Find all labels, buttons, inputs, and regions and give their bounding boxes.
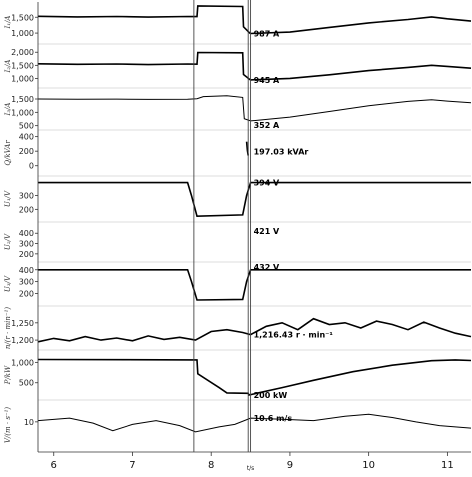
y-tick-label: 1,500	[11, 61, 34, 70]
y-axis-label: U₂/V	[4, 233, 12, 250]
y-tick-label: 400	[19, 266, 34, 275]
event-lines	[193, 0, 252, 452]
annotation-label: 987 A	[254, 29, 280, 38]
y-tick-label: 2,000	[11, 48, 34, 57]
y-tick-label: 500	[19, 379, 34, 388]
y-tick-label: 500	[19, 122, 34, 131]
annotation-label: 394 V	[254, 179, 280, 188]
annotation-label: 197.03 kVAr	[254, 147, 309, 156]
y-tick-label: 1,000	[11, 29, 34, 38]
y-tick-label: 300	[19, 240, 34, 249]
panel-I1: I₁/A 1,500 1,000 987 A	[4, 5, 472, 38]
y-tick-label: 1,200	[11, 336, 34, 345]
y-axis-label: V/(m · s⁻¹)	[4, 407, 12, 444]
panel-U1: U₁/V 300 200 394 V	[4, 175, 471, 218]
panel-I3: I₃/A1,500 1,000 500 352 A	[4, 87, 472, 131]
y-axis-label: U₁/V	[4, 190, 12, 207]
y-tick-label: 1,500	[11, 95, 34, 104]
annotation-label: 432 V	[254, 263, 280, 272]
y-axis-label: I₃/A	[4, 103, 12, 117]
series-line-I1	[37, 5, 472, 35]
y-tick-label: 400	[19, 133, 34, 142]
y-tick-label: 0	[29, 162, 34, 171]
y-axis-label: U₃/V	[4, 275, 12, 292]
panel-P: P/kW1,000 500 200 kW	[4, 349, 472, 400]
y-tick-label: 200	[19, 290, 34, 299]
y-tick-label: 1,000	[11, 74, 34, 83]
y-tick-label: 300	[19, 278, 34, 287]
y-tick-label: 1,250	[11, 319, 34, 328]
y-tick-label: 300	[19, 192, 34, 201]
x-axis: 6 7 8 9 10 11 t/s	[37, 2, 471, 472]
y-tick-label: 1,000	[11, 358, 34, 367]
panel-Q: Q/kVAr 400 200 0 197.03 kVAr	[4, 129, 471, 171]
panel-V: V/(m · s⁻¹) 10 10.6 m/s	[4, 399, 472, 444]
y-axis-label: Q/kVAr	[4, 140, 12, 166]
panel-I2: I₂/A 2,000 1,500 1,000 945 A	[4, 43, 472, 85]
annotation-label: 10.6 m/s	[254, 414, 293, 423]
y-tick-label: 200	[19, 147, 34, 156]
y-tick-label: 1,000	[11, 108, 34, 117]
series-line-U3	[38, 269, 471, 301]
series-line-I3	[37, 95, 472, 122]
y-axis-label: I₁/A	[4, 16, 12, 30]
x-tick-label: 10	[362, 460, 375, 471]
series-line-U1	[38, 181, 471, 218]
y-axis-label: I₂/A	[4, 60, 12, 74]
annotation-label: 421 V	[254, 227, 280, 236]
series-line-P	[37, 358, 472, 396]
y-tick-label: 1,500	[11, 13, 34, 22]
y-tick-label: 400	[19, 229, 34, 238]
x-tick-label: 6	[51, 460, 57, 471]
y-tick-label: 200	[19, 205, 34, 214]
y-axis-label: n/(r · min⁻¹)	[4, 307, 12, 350]
series-line-V	[37, 413, 472, 433]
x-tick-label: 8	[208, 460, 214, 471]
panel-n: n/(r · min⁻¹) 1,250 1,200 1,216.43 r · min⁻…	[4, 305, 472, 350]
y-tick-label: 200	[19, 250, 34, 259]
annotation-label: 200 kW	[254, 391, 288, 400]
annotation-label: 945 A	[254, 76, 280, 85]
panel-U3: U₃/V 400 300 200 432 V	[4, 261, 471, 301]
x-tick-label: 9	[287, 460, 293, 471]
annotation-label: 1,216.43 r · min⁻¹	[254, 330, 334, 339]
x-axis-title: t/s	[247, 465, 255, 472]
annotation-label: 352 A	[254, 121, 280, 130]
y-tick-label: 10	[24, 418, 34, 427]
y-axis-label: P/kW	[4, 365, 12, 385]
x-tick-label: 7	[129, 460, 135, 471]
series-line-I2	[37, 51, 472, 81]
x-tick-label: 11	[441, 460, 454, 471]
